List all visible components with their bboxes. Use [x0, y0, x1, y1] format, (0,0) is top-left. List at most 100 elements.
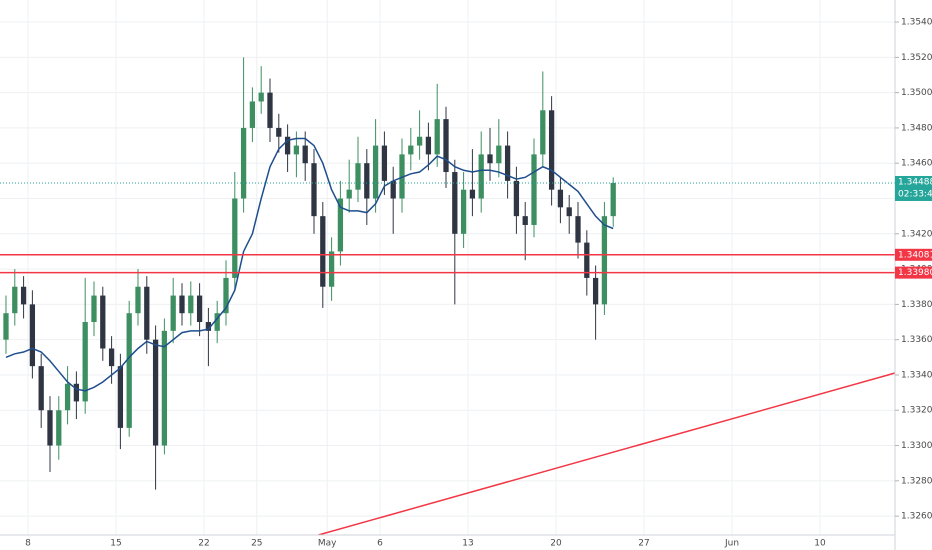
y-tick-label: 1.33600 — [901, 335, 932, 345]
candle-body — [443, 119, 449, 173]
candle-body — [91, 295, 97, 323]
candle-body — [284, 136, 291, 155]
trend-line — [318, 372, 895, 535]
candle-body — [179, 295, 185, 314]
candle-body — [117, 366, 124, 428]
candle-body — [610, 182, 616, 217]
candle-body — [478, 154, 484, 199]
candle-body — [73, 383, 80, 402]
candle-body — [188, 295, 194, 314]
candle-body — [504, 145, 511, 181]
candle-body — [320, 216, 326, 287]
candle-body — [152, 339, 159, 446]
moving-average-line — [5, 137, 614, 392]
candle-body — [258, 92, 264, 102]
x-tick-label: Jun — [724, 539, 739, 549]
candle-body — [390, 180, 396, 199]
candle-body — [460, 189, 467, 234]
x-tick-label: 6 — [377, 539, 383, 549]
candle-body — [584, 242, 590, 278]
candle-body — [372, 145, 379, 199]
candle-body — [469, 189, 476, 199]
y-tick-label: 1.32600 — [901, 512, 932, 522]
candle-body — [232, 198, 238, 278]
y-tick-label: 1.32800 — [901, 476, 932, 486]
candle-body — [337, 198, 344, 252]
x-tick-label: 20 — [550, 539, 562, 549]
candle-body — [355, 163, 361, 190]
candle-body — [276, 127, 282, 137]
candle-body — [487, 154, 493, 164]
candle-body — [223, 277, 229, 314]
x-tick-label: 22 — [198, 539, 209, 549]
last-price-box — [895, 175, 932, 201]
x-tick-label: 8 — [25, 539, 31, 549]
candle-body — [126, 313, 132, 428]
candle-body — [20, 286, 27, 305]
axes: 1.32600 1.32800 1.33000 1.33200 1.33400 1.336… — [25, 18, 932, 549]
candle-body — [311, 163, 317, 217]
candle-body — [267, 92, 273, 128]
candle-body — [540, 110, 546, 155]
candle-body — [82, 322, 88, 402]
candle-body — [328, 251, 335, 287]
x-tick-label: 15 — [110, 539, 121, 549]
y-tick-label: 1.35400 — [901, 18, 932, 28]
candle-body — [566, 207, 572, 217]
candle-body — [425, 136, 432, 155]
candle-body — [170, 295, 176, 331]
y-tick-label: 1.34600 — [901, 159, 932, 169]
candle-body — [531, 154, 537, 225]
x-tick-label: 25 — [251, 539, 262, 549]
candle-body — [214, 313, 220, 331]
y-tick-label: 1.33800 — [901, 300, 932, 310]
candle-body — [100, 295, 106, 349]
level-label: 1.34081 — [898, 250, 932, 260]
candle-body — [29, 304, 36, 367]
x-tick-label: 13 — [462, 539, 473, 549]
candle-body — [452, 172, 458, 234]
level-label-box — [895, 266, 932, 279]
candle-body — [38, 366, 44, 411]
candle-body — [416, 136, 423, 146]
candle-body — [346, 189, 352, 199]
candle-body — [135, 286, 141, 314]
candle-body — [522, 216, 528, 225]
candle-body — [196, 295, 203, 323]
y-tick-label: 1.33000 — [901, 441, 932, 451]
candle-body — [592, 277, 599, 305]
candle-body — [144, 286, 150, 340]
candle-body — [399, 154, 405, 199]
y-tick-label: 1.35000 — [901, 88, 932, 98]
y-tick-label: 1.34800 — [901, 123, 932, 133]
candle-body — [364, 163, 370, 199]
candle-body — [64, 383, 71, 411]
candle-body — [293, 145, 300, 155]
x-tick-label: 27 — [638, 539, 649, 549]
candle-body — [240, 127, 247, 199]
candle-body — [548, 110, 555, 190]
candle-body — [47, 410, 53, 446]
y-tick-label: 1.33200 — [901, 406, 932, 416]
y-tick-label: 1.35200 — [901, 53, 932, 63]
candle-body — [496, 145, 502, 164]
candle-body — [302, 145, 308, 164]
candle-body — [434, 119, 440, 155]
candle-body — [601, 216, 608, 305]
candle-body — [249, 101, 256, 128]
candle-body — [56, 410, 62, 446]
candle-body — [513, 180, 520, 217]
level-label: 1.33980 — [898, 268, 932, 278]
candle-body — [161, 330, 168, 446]
last-price-label: 1.34488 — [898, 177, 932, 187]
countdown-label: 02:33:49 — [898, 189, 932, 199]
candle-body — [575, 216, 581, 243]
y-tick-label: 1.34200 — [901, 229, 932, 239]
y-tick-label: 1.33400 — [901, 370, 932, 380]
candle-body — [3, 313, 9, 340]
candle-body — [12, 286, 18, 314]
candle-body — [557, 189, 564, 208]
x-tick-label: 10 — [814, 539, 826, 549]
